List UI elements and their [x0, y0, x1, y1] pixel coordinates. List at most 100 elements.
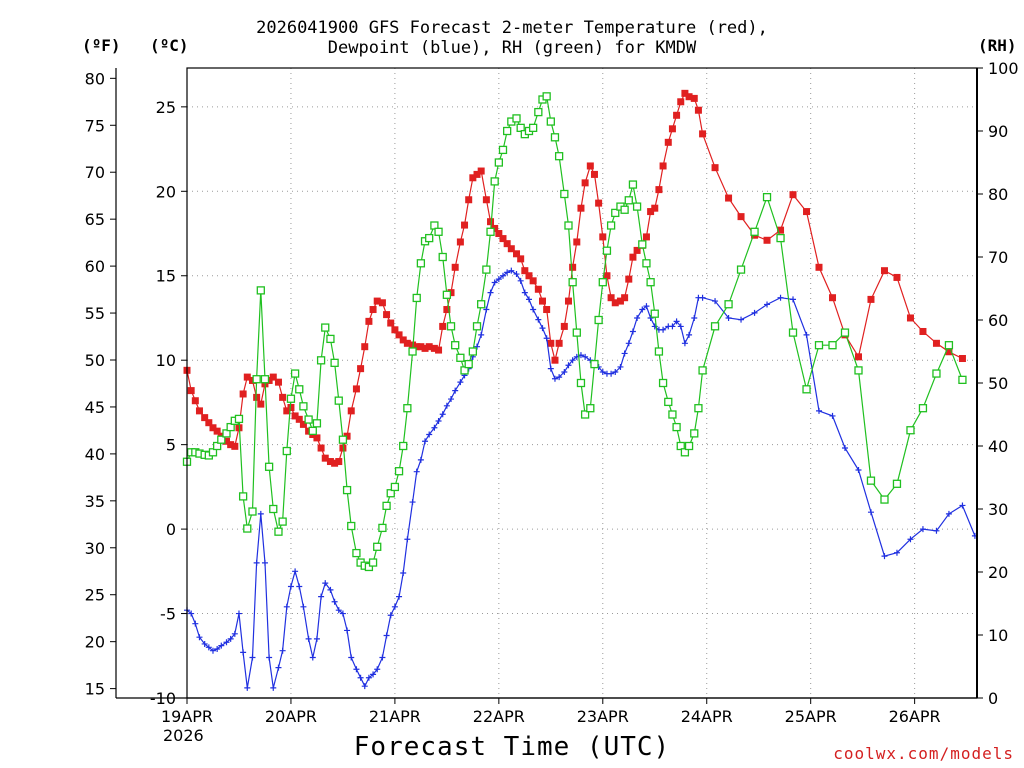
relative-humidity-point: [684, 441, 694, 451]
relative-humidity-point: [932, 369, 941, 378]
dewpoint-point: [318, 593, 325, 600]
relative-humidity-point: [788, 328, 798, 337]
celsius-tick-label: 10: [156, 351, 176, 370]
relative-humidity-point: [486, 227, 495, 236]
relative-humidity-point: [494, 158, 503, 167]
temperature-point: [326, 458, 334, 466]
x-axis-label: Forecast Time (UTC): [353, 732, 671, 762]
rh-tick-label: 90: [988, 122, 1008, 141]
temperature-point: [335, 458, 343, 466]
dewpoint-point: [231, 630, 238, 637]
relative-humidity-point: [386, 489, 395, 498]
dewpoint-point: [634, 314, 641, 321]
relative-humidity-point: [226, 422, 235, 432]
relative-humidity-point: [650, 309, 659, 318]
temperature-point: [599, 233, 607, 241]
dewpoint-point: [387, 612, 394, 619]
relative-humidity-point: [654, 347, 664, 356]
dewpoint-point: [240, 649, 247, 656]
rh-tick-label: 60: [988, 311, 1008, 330]
temperature-point: [265, 376, 273, 384]
relative-humidity-point: [472, 322, 482, 331]
temperature-point: [503, 240, 511, 248]
relative-humidity-point: [528, 123, 538, 132]
dewpoint-point: [391, 603, 398, 610]
temperature-point: [482, 196, 490, 204]
temperature-point: [642, 233, 650, 241]
temperature-point: [461, 221, 469, 229]
relative-humidity-point: [512, 114, 521, 123]
temperature-point: [435, 346, 443, 354]
fahrenheit-tick-label: 65: [85, 210, 105, 229]
temperature-point: [586, 162, 594, 170]
relative-humidity-point: [260, 375, 270, 384]
temperature-point: [205, 419, 213, 427]
dewpoint-point: [673, 318, 680, 325]
rh-tick-label: 40: [988, 437, 1008, 456]
grid-lines: [187, 68, 977, 698]
temperature-point: [469, 174, 477, 182]
temperature-point: [560, 322, 568, 330]
relative-humidity-point: [606, 221, 616, 230]
relative-humidity-point: [438, 252, 447, 262]
relative-humidity-point: [278, 517, 287, 526]
temperature-point: [668, 125, 676, 133]
dewpoint-point: [647, 314, 654, 321]
relative-humidity-point: [690, 429, 699, 438]
dewpoint-point: [660, 326, 667, 333]
relative-humidity-point: [368, 558, 378, 567]
dewpoint-point: [409, 499, 416, 506]
dewpoint-point: [543, 335, 550, 342]
temperature-point: [564, 297, 572, 305]
dewpoint-point: [699, 294, 706, 301]
fahrenheit-tick-label: 30: [85, 539, 105, 558]
temperature-point: [373, 297, 381, 305]
dewpoint-point: [959, 502, 966, 509]
dewpoint-point: [305, 635, 312, 642]
temperature-point: [855, 353, 862, 361]
temperature-point: [534, 285, 542, 293]
temperature-point: [253, 393, 261, 401]
temperature-point: [195, 407, 203, 415]
dewpoint-point: [426, 431, 433, 438]
relative-humidity-point: [564, 221, 573, 230]
dewpoint-point: [431, 424, 438, 431]
relative-humidity-point: [906, 426, 915, 435]
temperature-point: [187, 387, 195, 395]
dewpoint-point: [712, 298, 719, 305]
temperature-point: [633, 246, 641, 254]
x-tick-label: 23APR: [577, 707, 629, 726]
temperature-point: [694, 106, 702, 114]
relative-humidity-point: [347, 521, 356, 531]
relative-humidity-point: [854, 366, 863, 375]
relative-humidity-point: [234, 414, 244, 424]
temperature-point: [621, 294, 629, 302]
temperature-point: [331, 459, 339, 467]
temperature-point: [361, 343, 369, 351]
relative-humidity-point: [590, 359, 599, 369]
relative-humidity-point: [638, 240, 647, 249]
temperature-point: [451, 263, 459, 271]
temperature-point: [403, 339, 411, 347]
relative-humidity-point: [840, 328, 850, 337]
dewpoint-point: [331, 598, 338, 605]
dewpoint-point: [327, 586, 334, 593]
dewpoint-point: [309, 654, 316, 661]
dewpoint-point: [235, 610, 242, 617]
relative-humidity-point: [814, 341, 824, 350]
temperature-point: [521, 267, 529, 275]
relative-humidity-point: [490, 177, 499, 186]
fahrenheit-tick-label: 50: [85, 351, 105, 370]
temperature-point: [685, 93, 693, 101]
dewpoint-point: [422, 438, 429, 445]
fahrenheit-tick-label: 40: [85, 445, 105, 464]
temperature-point: [347, 407, 355, 415]
dewpoint-point: [629, 328, 636, 335]
dewpoint-point: [617, 363, 624, 370]
dewpoint-point: [738, 316, 745, 323]
fahrenheit-tick-label: 60: [85, 257, 105, 276]
temperature-point: [867, 295, 875, 303]
dewpoint-point: [244, 684, 251, 691]
dewpoint-point: [681, 340, 688, 347]
dewpoint-point: [374, 666, 381, 673]
